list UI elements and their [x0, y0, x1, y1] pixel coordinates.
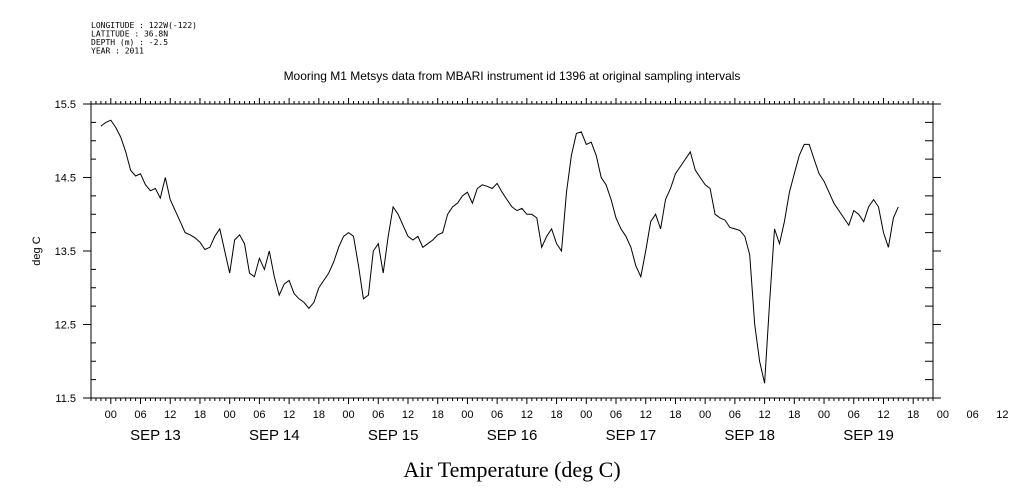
x-hour-label: 00 [818, 409, 830, 421]
x-day-labels: SEP 13 SEP 14 SEP 15 SEP 16 SEP 17 SEP 18 SEP … [130, 427, 894, 444]
meta-line: DEPTH (m) : -2.5 [91, 38, 168, 47]
y-tick-label: 13.5 [55, 246, 76, 258]
x-hour-label: 12 [877, 409, 889, 421]
x-day-label: SEP 17 [606, 427, 657, 444]
x-hour-label: 06 [253, 409, 265, 421]
x-hour-label: 00 [699, 409, 711, 421]
axis-ticks [83, 98, 941, 404]
y-tick-label: 15.5 [55, 99, 76, 111]
x-hour-label: 06 [372, 409, 384, 421]
x-hour-label: 00 [105, 409, 117, 421]
x-hour-label: 18 [788, 409, 800, 421]
x-hour-label: 12 [402, 409, 414, 421]
x-day-label: SEP 16 [487, 427, 538, 444]
y-tick-label: 12.5 [55, 320, 76, 332]
x-hour-label: 12 [996, 409, 1008, 421]
y-tick-labels: 11.5 12.5 13.5 14.5 15.5 [55, 99, 76, 405]
x-hour-label: 12 [521, 409, 533, 421]
x-hour-labels: 00 06 12 18 00 06 12 18 00 06 12 18 00 06 12 18 00 06 12 18… [105, 409, 1009, 421]
series-line [100, 119, 899, 384]
x-hour-label: 06 [610, 409, 622, 421]
x-hour-label: 00 [461, 409, 473, 421]
x-hour-label: 12 [283, 409, 295, 421]
x-hour-label: 06 [134, 409, 146, 421]
x-hour-label: 00 [342, 409, 354, 421]
y-axis-label: deg C [31, 236, 43, 265]
x-hour-label: 00 [224, 409, 236, 421]
x-hour-label: 18 [669, 409, 681, 421]
x-hour-label: 06 [848, 409, 860, 421]
x-hour-label: 18 [907, 409, 919, 421]
x-day-label: SEP 19 [843, 427, 894, 444]
x-hour-label: 12 [640, 409, 652, 421]
x-day-label: SEP 14 [249, 427, 300, 444]
meta-line: LATITUDE : 36.8N [91, 30, 168, 39]
chart-title: Mooring M1 Metsys data from MBARI instru… [284, 69, 741, 83]
x-hour-label: 06 [491, 409, 503, 421]
x-hour-label: 00 [937, 409, 949, 421]
x-day-label: SEP 15 [368, 427, 419, 444]
y-tick-label: 14.5 [55, 173, 76, 185]
x-hour-label: 12 [164, 409, 176, 421]
x-hour-label: 12 [758, 409, 770, 421]
x-hour-label: 18 [432, 409, 444, 421]
plot-frame [90, 103, 934, 399]
metadata-block: LONGITUDE : 122W(-122)LATITUDE : 36.8NDE… [91, 21, 197, 56]
x-day-label: SEP 18 [724, 427, 775, 444]
x-hour-label: 18 [550, 409, 562, 421]
x-axis-label: Air Temperature (deg C) [403, 457, 620, 482]
x-hour-label: 06 [729, 409, 741, 421]
x-hour-label: 18 [194, 409, 206, 421]
x-hour-label: 18 [313, 409, 325, 421]
y-tick-label: 11.5 [55, 393, 76, 405]
x-hour-label: 06 [966, 409, 978, 421]
meta-line: LONGITUDE : 122W(-122) [91, 21, 197, 30]
meta-line: YEAR : 2011 [91, 47, 144, 56]
x-day-label: SEP 13 [130, 427, 181, 444]
x-hour-label: 00 [580, 409, 592, 421]
